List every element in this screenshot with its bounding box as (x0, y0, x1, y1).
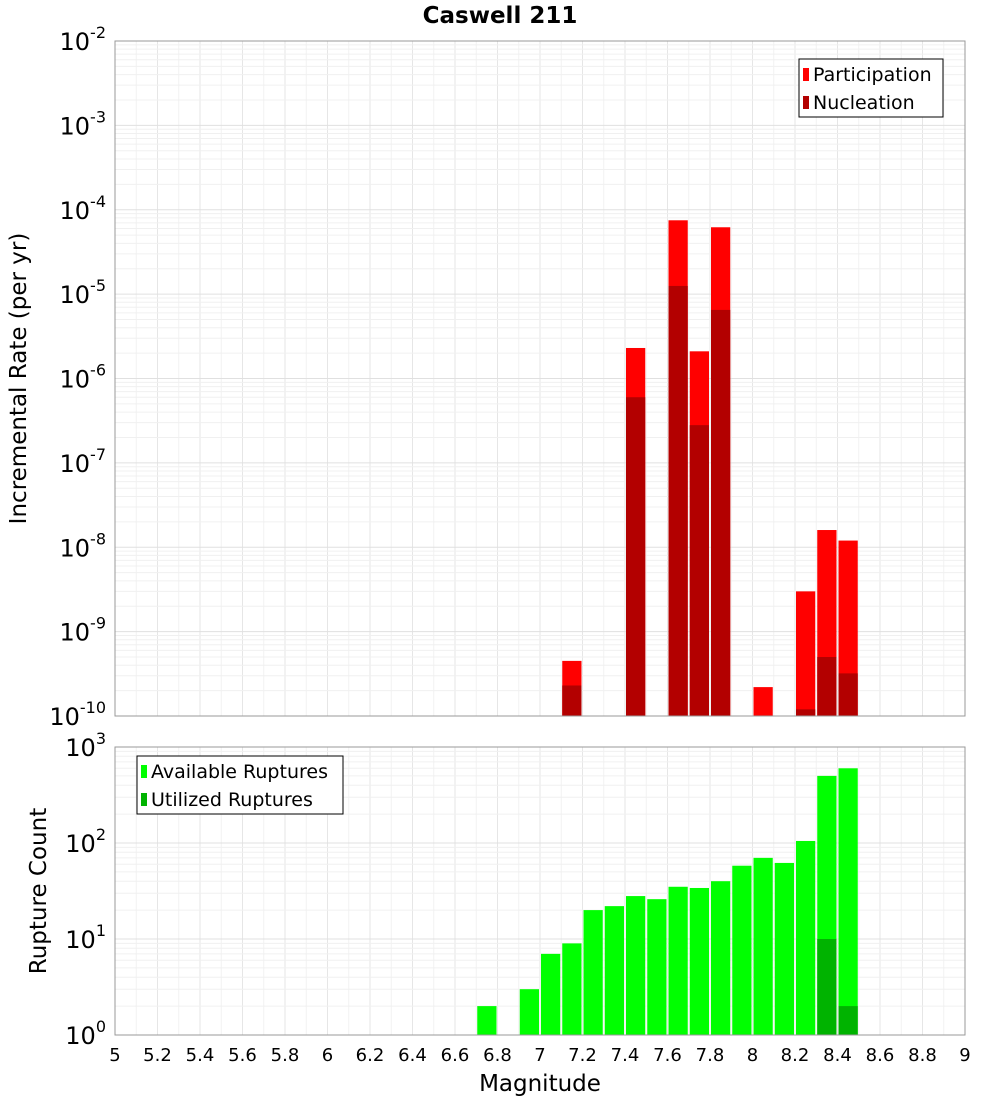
bar-available-ruptures (732, 865, 752, 1035)
x-tick-label: 8.2 (781, 1045, 810, 1066)
x-tick-label: 6 (322, 1045, 333, 1066)
x-tick-label: 9 (959, 1045, 970, 1066)
bar-available-ruptures (541, 953, 561, 1035)
x-tick-label: 5.8 (271, 1045, 300, 1066)
y-tick-label: 10-7 (60, 445, 107, 478)
y-tick-label: 10-5 (60, 276, 107, 309)
bar-nucleation (796, 709, 816, 716)
bar-available-ruptures (838, 768, 858, 1035)
legend-label: Utilized Ruptures (151, 789, 313, 811)
bar-nucleation (838, 673, 858, 716)
legend-box (798, 58, 944, 118)
bar-available-ruptures (519, 989, 539, 1035)
bar-available-ruptures (753, 857, 773, 1035)
bar-nucleation (626, 397, 646, 716)
x-tick-label: 8.4 (823, 1045, 852, 1066)
bar-available-ruptures (774, 862, 794, 1035)
bar-utilized-ruptures (817, 939, 837, 1035)
bar-participation (753, 687, 773, 716)
y-tick-label: 10-2 (60, 23, 107, 56)
plot-border-1 (114, 746, 966, 1036)
bar-nucleation (711, 309, 731, 716)
x-tick-label: 8.6 (866, 1045, 895, 1066)
legend-swatch (803, 96, 809, 109)
x-tick-label: 6.8 (483, 1045, 512, 1066)
x-tick-label: 7 (534, 1045, 545, 1066)
x-tick-label: 7.6 (653, 1045, 682, 1066)
bar-participation (796, 591, 816, 716)
x-axis-label: Magnitude (479, 1071, 601, 1097)
bar-nucleation (668, 285, 688, 716)
x-tick-label: 5.4 (186, 1045, 215, 1066)
bar-available-ruptures (626, 896, 646, 1035)
legend-swatch (803, 68, 809, 81)
y-tick-label: 10-4 (60, 192, 107, 225)
y-tick-label: 10-9 (60, 614, 107, 647)
x-tick-label: 5 (109, 1045, 120, 1066)
x-tick-label: 6.6 (441, 1045, 470, 1066)
legend-swatch (141, 765, 147, 778)
bar-available-ruptures (668, 886, 688, 1035)
y-tick-label: 102 (65, 825, 106, 858)
bar-available-ruptures (583, 910, 603, 1035)
bar-nucleation (817, 657, 837, 716)
x-tick-label: 6.4 (398, 1045, 427, 1066)
x-tick-label: 5.2 (143, 1045, 172, 1066)
x-tick-label: 8.8 (908, 1045, 937, 1066)
bar-nucleation (562, 685, 582, 716)
x-tick-label: 7.8 (696, 1045, 725, 1066)
y-tick-label: 10-3 (60, 107, 107, 140)
bar-available-ruptures (604, 906, 624, 1035)
legend-swatch (141, 793, 147, 806)
bar-available-ruptures (796, 840, 816, 1035)
x-tick-label: 6.2 (356, 1045, 385, 1066)
chart-title: Caswell 211 (423, 3, 578, 29)
x-tick-label: 5.6 (228, 1045, 257, 1066)
y-axis-label: Rupture Count (26, 808, 52, 974)
x-tick-label: 7.4 (611, 1045, 640, 1066)
plot-border-0 (114, 40, 966, 717)
y-tick-label: 100 (65, 1017, 106, 1050)
bar-nucleation (689, 425, 709, 716)
y-axis-label: Incremental Rate (per yr) (6, 233, 32, 525)
legend-label: Nucleation (813, 92, 915, 114)
x-tick-label: 8 (747, 1045, 758, 1066)
y-tick-label: 103 (65, 729, 106, 762)
legend-label: Participation (813, 64, 932, 86)
legend-box (136, 755, 344, 815)
bar-available-ruptures (477, 1006, 497, 1035)
y-tick-label: 10-6 (60, 361, 107, 394)
y-tick-label: 101 (65, 921, 106, 954)
y-tick-label: 10-8 (60, 529, 107, 562)
bar-available-ruptures (711, 881, 731, 1035)
bar-available-ruptures (647, 899, 667, 1035)
bar-participation (838, 540, 858, 716)
legend-label: Available Ruptures (151, 761, 328, 783)
y-tick-label: 10-10 (49, 698, 106, 731)
x-tick-label: 7.2 (568, 1045, 597, 1066)
bar-utilized-ruptures (838, 1006, 858, 1035)
bar-available-ruptures (562, 943, 582, 1035)
bar-available-ruptures (689, 887, 709, 1035)
